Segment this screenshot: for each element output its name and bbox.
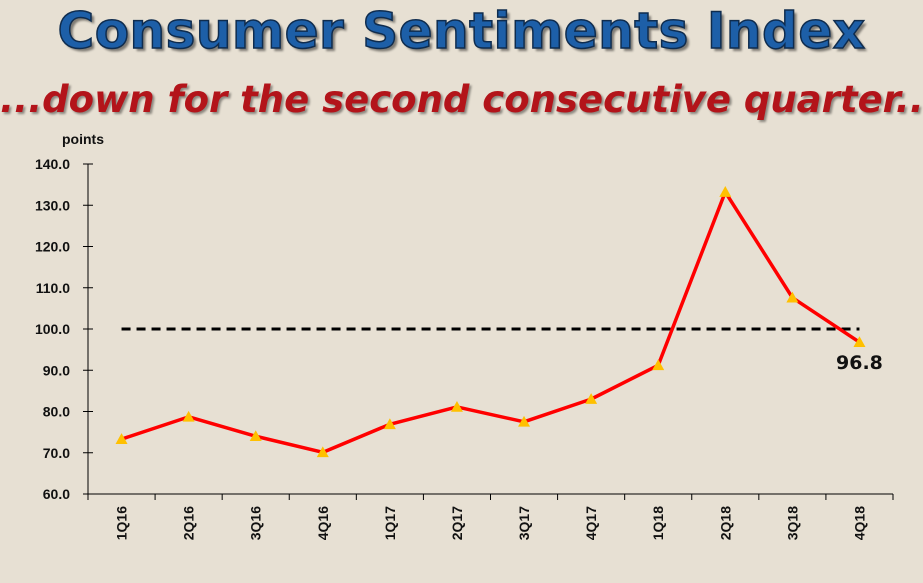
y-tick-label: 130.0: [35, 197, 70, 213]
x-tick-label: 2Q18: [717, 506, 733, 540]
data-point-marker: [383, 418, 396, 430]
x-tick-label: 3Q18: [784, 506, 800, 540]
chart-title: Consumer Sentiments Index: [57, 1, 866, 61]
x-tick-label: 1Q18: [650, 506, 666, 540]
data-point-marker: [450, 400, 463, 412]
x-tick-label: 4Q16: [315, 506, 331, 540]
data-point-marker: [182, 410, 195, 422]
y-tick-label: 80.0: [43, 404, 70, 420]
y-tick-label: 90.0: [43, 362, 70, 378]
data-point-marker: [786, 291, 799, 303]
y-tick-label: 100.0: [35, 321, 70, 337]
y-tick-label: 140.0: [35, 156, 70, 172]
x-tick-label: 1Q16: [114, 506, 130, 540]
y-tick-label: 70.0: [43, 445, 70, 461]
data-point-marker: [249, 430, 262, 442]
y-tick-label: 120.0: [35, 239, 70, 255]
data-point-marker: [652, 359, 665, 371]
chart-subtitle: ...down for the second consecutive quart…: [0, 78, 923, 121]
data-point-marker: [316, 446, 329, 458]
x-tick-label: 1Q17: [382, 506, 398, 540]
x-tick-label: 4Q17: [583, 506, 599, 540]
data-point-marker: [115, 433, 128, 444]
data-point-marker: [585, 393, 598, 404]
x-tick-label: 3Q17: [516, 506, 532, 540]
x-tick-label: 2Q17: [449, 506, 465, 540]
data-label: 96.8: [836, 352, 883, 374]
series-line: [120, 190, 861, 455]
y-tick-label: 110.0: [36, 280, 70, 296]
data-point-marker: [518, 415, 531, 427]
y-tick-label: 60.0: [43, 486, 70, 502]
x-tick-label: 3Q16: [248, 506, 264, 540]
x-tick-label: 4Q18: [851, 506, 867, 540]
data-point-marker: [853, 336, 866, 347]
y-axis-unit-label: points: [62, 131, 104, 147]
x-tick-label: 2Q16: [181, 506, 197, 540]
data-point-marker: [719, 186, 732, 197]
